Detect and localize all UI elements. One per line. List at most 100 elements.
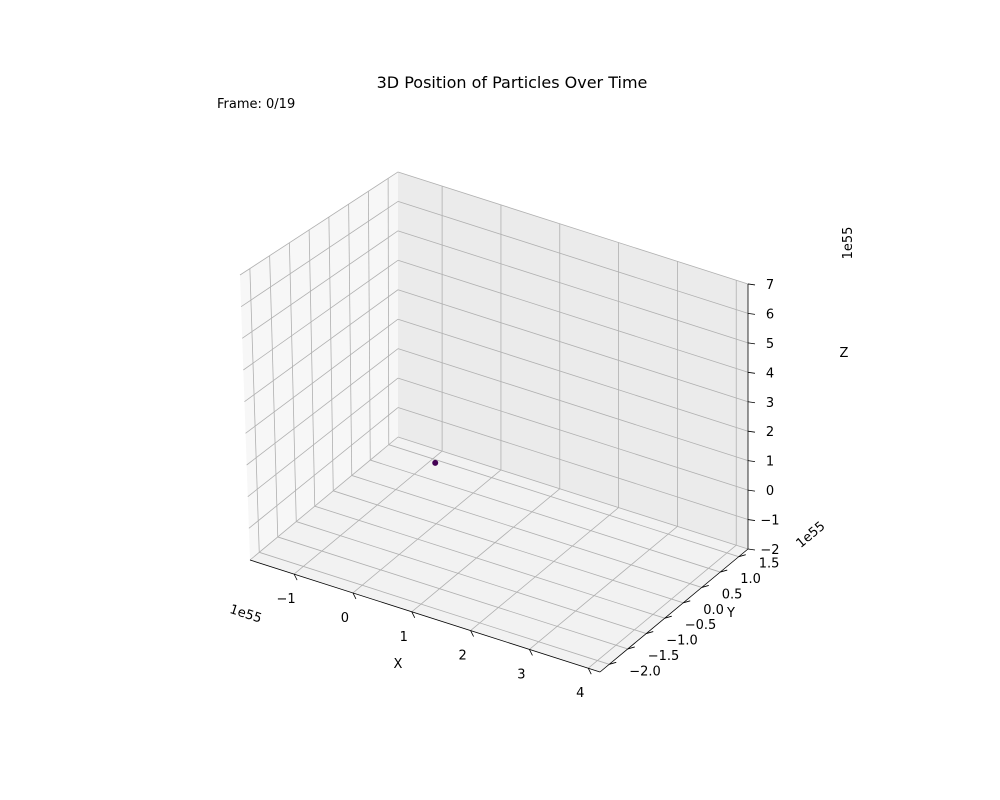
z-tick-label: 3	[766, 396, 774, 411]
y-tick-mark	[627, 646, 635, 650]
z-gridline-side	[248, 407, 399, 529]
x-tick-label: 4	[576, 686, 584, 701]
y-gridline-side	[288, 242, 297, 522]
y-tick-label: −1.5	[648, 649, 680, 664]
y-gridline-side	[249, 268, 260, 553]
x-tick-mark	[529, 649, 533, 656]
z-tick-label: 7	[766, 278, 774, 293]
y-tick-mark	[683, 600, 691, 604]
z-gridline-side	[247, 377, 399, 497]
y-gridline-side	[269, 255, 279, 537]
y-axis-line	[599, 548, 749, 673]
z-gridline-side	[240, 201, 399, 307]
x-gridline-floor	[411, 488, 561, 613]
z-tick-mark	[747, 519, 756, 521]
z-tick-mark	[747, 460, 756, 463]
x-offset-text: 1e55	[228, 602, 264, 626]
z-gridline-back	[397, 348, 749, 462]
y-gridline-side	[348, 204, 353, 476]
z-tick-label: −1	[760, 514, 779, 529]
y-tick-mark	[609, 661, 617, 665]
z-gridline-back	[397, 171, 749, 285]
x-tick-label: −1	[277, 592, 296, 607]
y-gridline-floor	[314, 505, 665, 619]
z-gridline-back	[397, 230, 749, 344]
z-gridline-back	[397, 289, 749, 403]
y-tick-label: −1.0	[666, 634, 698, 649]
side-pane	[240, 171, 398, 560]
y-tick-label: −0.5	[685, 618, 717, 633]
y-tick-mark	[720, 569, 728, 573]
z-gridline-side	[241, 230, 399, 339]
y-tick-mark	[646, 631, 654, 634]
y-tick-label: 1.0	[740, 572, 761, 587]
z-gridline-side	[249, 436, 399, 561]
tick-marks: −1 0 1 2 3 4 −2.0−1.5−1.0−0.50.00.51.01.5−2 −1 0…	[277, 278, 780, 701]
floor-pane	[250, 437, 748, 672]
particle-point	[432, 459, 439, 466]
y-tick-mark	[701, 585, 709, 588]
y-tick-label: 0.0	[703, 603, 724, 618]
y-gridline-side	[308, 229, 316, 507]
x-tick-label: 1	[400, 630, 408, 645]
y-gridline-side	[387, 178, 390, 445]
y-offset-text: 1e55	[794, 519, 829, 552]
z-axis-label: Z	[840, 346, 849, 361]
scatter-points	[432, 459, 439, 466]
z-tick-label: 0	[766, 484, 774, 499]
y-gridline-side	[328, 217, 334, 491]
x-tick-label: 2	[458, 649, 466, 664]
z-tick-label: 6	[766, 307, 774, 322]
x-gridline-floor	[293, 450, 443, 575]
y-gridline-floor	[351, 475, 702, 588]
y-gridline-floor	[333, 490, 684, 604]
z-tick-label: 1	[766, 455, 774, 470]
frame-annotation: Frame: 0/19	[217, 97, 295, 112]
x-gridline-floor	[470, 507, 619, 631]
x-tick-mark	[352, 592, 357, 600]
z-gridline-side	[239, 171, 399, 276]
z-tick-label: 2	[766, 425, 774, 440]
y-tick-mark	[738, 554, 746, 558]
z-tick-mark	[747, 548, 756, 551]
x-gridline-floor	[529, 526, 678, 650]
z-tick-mark	[747, 430, 756, 433]
x-tick-mark	[470, 630, 474, 637]
z-tick-mark	[747, 313, 756, 315]
back-pane	[398, 171, 748, 549]
x-tick-label: 0	[341, 611, 349, 626]
y-tick-label: 1.5	[759, 557, 780, 572]
z-gridline-side	[245, 318, 399, 434]
y-gridline-floor	[388, 444, 739, 558]
z-tick-label: 4	[766, 366, 774, 381]
z-tick-mark	[747, 401, 756, 404]
z-offset-text: 1e55	[841, 227, 856, 260]
y-axis-label: Y	[726, 606, 735, 621]
z-gridline-back	[397, 407, 749, 520]
chart-title: 3D Position of Particles Over Time	[377, 73, 648, 92]
z-tick-mark	[747, 342, 756, 345]
x-tick-mark	[411, 611, 416, 618]
z-tick-label: −2	[760, 543, 779, 558]
x-gridline-floor	[587, 544, 737, 669]
z-gridline-back	[397, 201, 749, 314]
z-tick-mark	[747, 283, 756, 286]
z-gridline-back	[397, 259, 749, 373]
y-gridline-side	[367, 191, 371, 461]
z-gridline-back	[397, 436, 749, 550]
y-tick-label: −2.0	[629, 664, 661, 679]
z-gridline-side	[244, 289, 399, 402]
axis-panes	[240, 171, 748, 672]
y-gridline-floor	[277, 536, 628, 650]
y-gridline-floor	[259, 551, 610, 665]
y-gridline-floor	[370, 459, 721, 573]
y-gridline-floor	[296, 521, 647, 634]
x-tick-mark	[587, 668, 592, 675]
y-tick-label: 0.5	[722, 587, 743, 602]
axis-lines	[249, 283, 749, 673]
z-gridline-side	[243, 259, 399, 371]
y-tick-mark	[664, 615, 672, 619]
z-tick-mark	[747, 489, 756, 492]
x-tick-mark	[293, 573, 298, 581]
z-gridline-back	[397, 318, 749, 432]
